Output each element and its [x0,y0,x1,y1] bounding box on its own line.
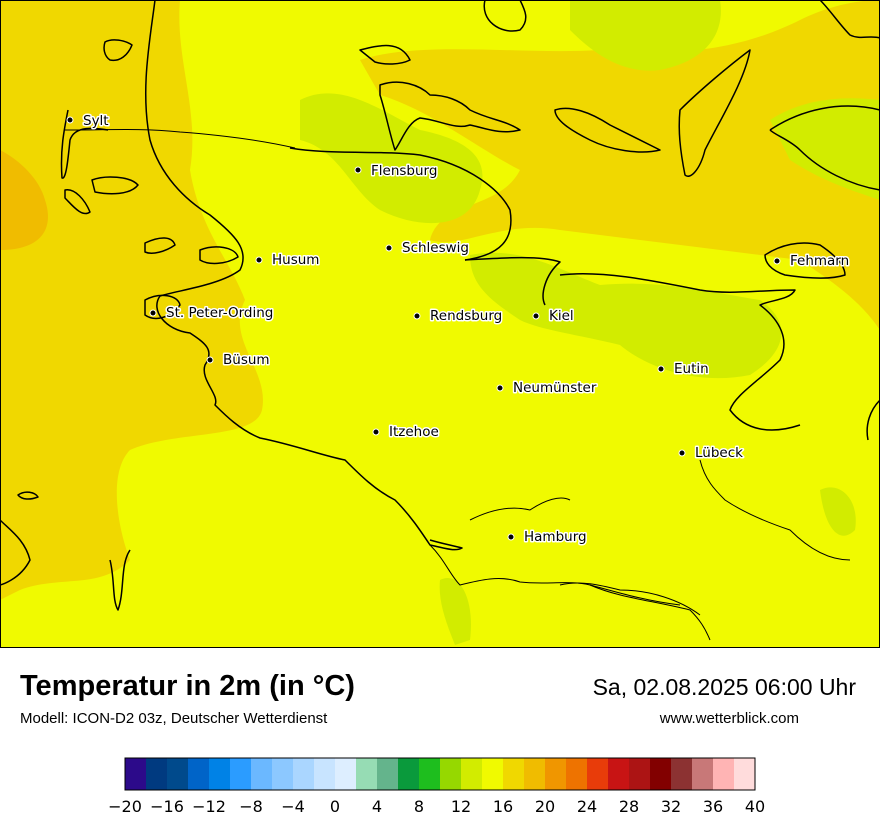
legend-swatch [167,758,189,790]
city-label: Fehmarn [790,253,849,269]
city-label: Flensburg [371,163,437,179]
legend-swatch [251,758,273,790]
city-label: Eutin [674,361,709,377]
legend-tick-label: 32 [661,797,681,816]
legend-tick-label: 8 [414,797,424,816]
city-luebeck: Lübeck [678,444,745,463]
city-markers: Sylt Flensburg Schleswig Husum St. Peter… [66,112,851,547]
legend-swatch [461,758,483,790]
legend-swatch [293,758,315,790]
legend-tick-label: 12 [451,797,471,816]
forecast-datetime: Sa, 02.08.2025 06:00 Uhr [592,674,856,700]
legend-swatches [124,757,756,791]
legend-tick-label: −12 [192,797,226,816]
city-st-peter-ording: St. Peter-Ording [149,304,275,323]
legend-swatch [230,758,252,790]
city-label: Rendsburg [430,308,502,324]
legend-swatch [440,758,462,790]
legend-swatch [146,758,168,790]
temperature-zone-14 [300,0,880,645]
city-rendsburg: Rendsburg [413,307,504,326]
legend-tick-label: 16 [493,797,513,816]
temperature-zone-18 [0,0,880,600]
legend-border [124,757,756,791]
legend-swatch [734,758,756,790]
legend-swatch [209,758,231,790]
legend-swatch [650,758,672,790]
city-fehmarn: Fehmarn [773,252,851,271]
temperature-zone-20 [0,150,48,250]
legend-swatch [503,758,525,790]
legend-tick-label: −8 [239,797,263,816]
legend-swatch [524,758,546,790]
city-label: Kiel [549,308,574,324]
city-label: Itzehoe [389,424,439,440]
legend-tick-label: 24 [577,797,597,816]
legend-tick-label: 20 [535,797,555,816]
map-title: Temperatur in 2m (in °C) [20,670,355,702]
legend-swatch [125,758,147,790]
city-husum: Husum [255,251,321,270]
legend-swatch [377,758,399,790]
city-eutin: Eutin [657,360,710,379]
city-hamburg: Hamburg [507,528,588,547]
legend-swatch [482,758,504,790]
city-flensburg: Flensburg [354,162,439,181]
legend-tick-label: 0 [330,797,340,816]
legend-tick-labels: −20 −16 −12 −8 −4 0 4 8 12 16 20 24 28 32 36 40 [108,797,765,816]
legend-tick-label: 36 [703,797,723,816]
city-label: Lübeck [695,445,743,461]
legend-swatch [713,758,735,790]
city-label: St. Peter-Ording [166,305,273,321]
legend-swatch [356,758,378,790]
legend-swatch [671,758,693,790]
city-label: Hamburg [524,529,587,545]
city-sylt: Sylt [66,112,110,131]
legend-swatch [335,758,357,790]
city-schleswig: Schleswig [385,239,471,258]
city-itzehoe: Itzehoe [372,423,440,442]
legend-swatch [587,758,609,790]
legend-tick-label: 28 [619,797,639,816]
legend-swatch [398,758,420,790]
city-buesum: Büsum [206,351,271,370]
legend-swatch [419,758,441,790]
legend-swatch [188,758,210,790]
model-info: Modell: ICON-D2 03z, Deutscher Wetterdie… [20,710,328,727]
legend-swatch [272,758,294,790]
city-neumuenster: Neumünster [496,379,598,398]
legend-swatch [692,758,714,790]
legend-tick-label: −4 [281,797,305,816]
temperature-map: Sylt Flensburg Schleswig Husum St. Peter… [0,0,880,648]
color-legend: −20 −16 −12 −8 −4 0 4 8 12 16 20 24 28 32 36 40 [108,757,765,816]
legend-tick-label: −20 [108,797,142,816]
city-label: Sylt [83,113,109,129]
legend-tick-label: 4 [372,797,382,816]
city-kiel: Kiel [532,307,575,326]
legend-swatch [608,758,630,790]
legend-tick-label: −16 [150,797,184,816]
city-label: Neumünster [513,380,597,396]
borders-and-rivers [64,129,851,641]
city-label: Husum [272,252,319,268]
city-label: Büsum [223,352,270,368]
city-label: Schleswig [402,240,469,256]
legend-swatch [545,758,567,790]
legend-tick-label: 40 [745,797,765,816]
website-credit: www.wetterblick.com [659,710,799,727]
coastlines [0,0,880,611]
legend-swatch [629,758,651,790]
legend-swatch [566,758,588,790]
legend-swatch [314,758,336,790]
